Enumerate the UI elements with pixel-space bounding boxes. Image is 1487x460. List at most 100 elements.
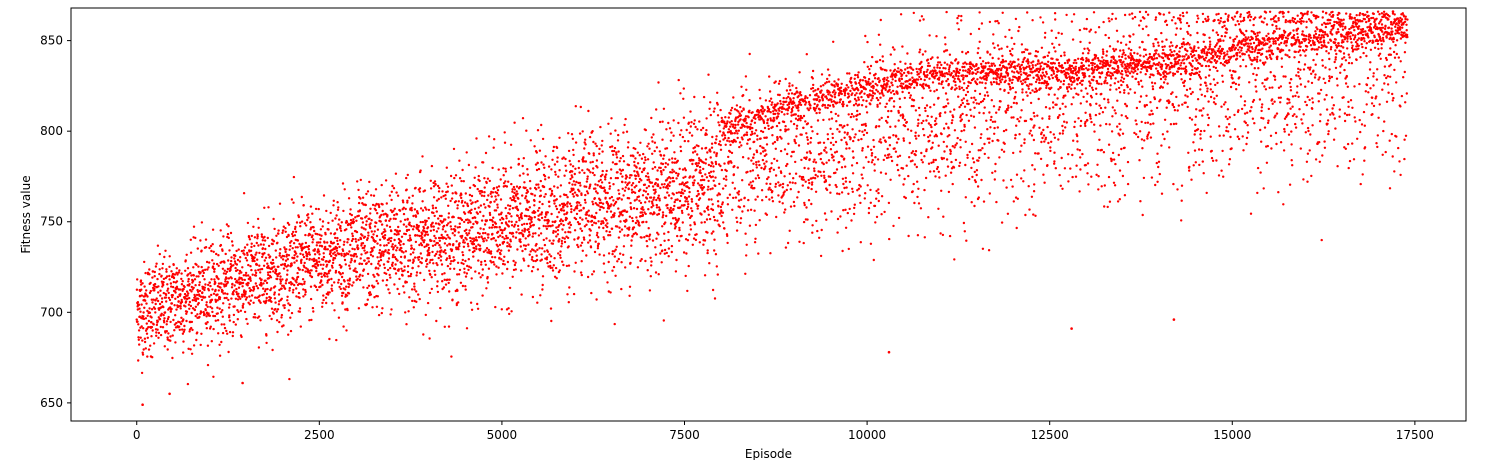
data-point <box>408 259 412 262</box>
data-point <box>849 89 852 93</box>
data-point <box>845 147 848 150</box>
data-point <box>331 302 334 305</box>
data-point <box>602 226 605 230</box>
data-point <box>618 160 621 163</box>
data-point <box>614 176 618 180</box>
data-point <box>792 97 795 100</box>
data-point <box>143 306 146 309</box>
data-point <box>212 250 215 253</box>
data-point <box>493 256 497 259</box>
data-point <box>172 280 175 284</box>
data-point <box>322 298 325 302</box>
data-point <box>603 271 606 274</box>
data-point <box>236 268 239 272</box>
data-point <box>658 120 662 124</box>
data-point <box>663 183 666 186</box>
data-point <box>805 53 808 56</box>
data-point <box>440 249 443 252</box>
data-point <box>729 112 732 115</box>
data-point <box>822 162 825 166</box>
data-point <box>594 187 597 190</box>
data-point <box>797 114 800 118</box>
data-point <box>823 104 827 107</box>
data-point <box>176 273 179 276</box>
data-point <box>515 190 518 193</box>
data-point <box>219 286 222 289</box>
data-point <box>804 180 807 183</box>
data-point <box>415 300 418 303</box>
data-point <box>393 238 396 242</box>
data-point <box>499 198 503 201</box>
data-point <box>628 215 632 218</box>
data-point <box>270 287 273 290</box>
data-point <box>551 193 554 196</box>
data-point <box>828 104 832 107</box>
data-point <box>247 236 251 239</box>
data-point <box>635 198 638 201</box>
data-point <box>199 271 202 274</box>
data-point <box>522 244 526 247</box>
data-point <box>836 128 839 131</box>
data-point <box>518 219 521 222</box>
data-point <box>589 246 593 249</box>
data-point <box>450 248 454 251</box>
data-point <box>252 287 256 291</box>
data-point <box>790 114 793 117</box>
data-point <box>345 329 348 332</box>
data-point <box>476 199 479 203</box>
data-point <box>429 179 432 182</box>
data-point <box>568 181 571 185</box>
data-point <box>706 205 710 208</box>
data-point <box>721 201 724 204</box>
data-point <box>784 125 787 128</box>
data-point <box>371 255 375 258</box>
data-point <box>190 290 193 293</box>
data-point <box>356 277 359 281</box>
data-point <box>155 262 158 265</box>
data-point <box>616 171 619 174</box>
data-point <box>355 270 359 274</box>
data-point <box>690 198 693 201</box>
data-point <box>766 118 770 121</box>
data-point <box>419 252 422 255</box>
data-point <box>807 167 810 170</box>
data-point <box>360 226 363 229</box>
data-point <box>195 275 198 278</box>
data-point <box>334 236 337 240</box>
data-point <box>294 225 297 229</box>
data-point <box>856 113 859 117</box>
data-point <box>728 121 731 124</box>
data-point <box>763 154 766 158</box>
data-point <box>327 293 330 296</box>
data-point <box>789 188 792 191</box>
data-point <box>483 194 486 198</box>
data-point <box>552 229 555 233</box>
data-point <box>545 256 549 259</box>
data-point <box>816 103 819 107</box>
data-point <box>751 169 755 172</box>
data-point <box>727 155 730 159</box>
data-point <box>837 94 841 97</box>
data-point <box>473 176 476 179</box>
data-point <box>514 261 517 264</box>
data-point <box>754 223 758 227</box>
data-point <box>609 132 612 135</box>
data-point <box>291 291 295 294</box>
data-point <box>402 201 405 204</box>
data-point <box>608 187 611 190</box>
data-point <box>739 114 743 117</box>
data-point <box>677 121 680 125</box>
data-point <box>757 176 761 180</box>
data-point <box>540 258 543 261</box>
data-point <box>436 285 439 288</box>
data-point <box>508 243 511 246</box>
data-point <box>709 164 713 168</box>
data-point <box>588 234 591 237</box>
data-point <box>448 278 451 281</box>
data-point <box>191 279 195 283</box>
data-point <box>536 248 539 251</box>
data-point <box>807 186 810 190</box>
data-point <box>662 154 666 157</box>
data-point <box>651 140 654 143</box>
data-point <box>624 181 627 184</box>
